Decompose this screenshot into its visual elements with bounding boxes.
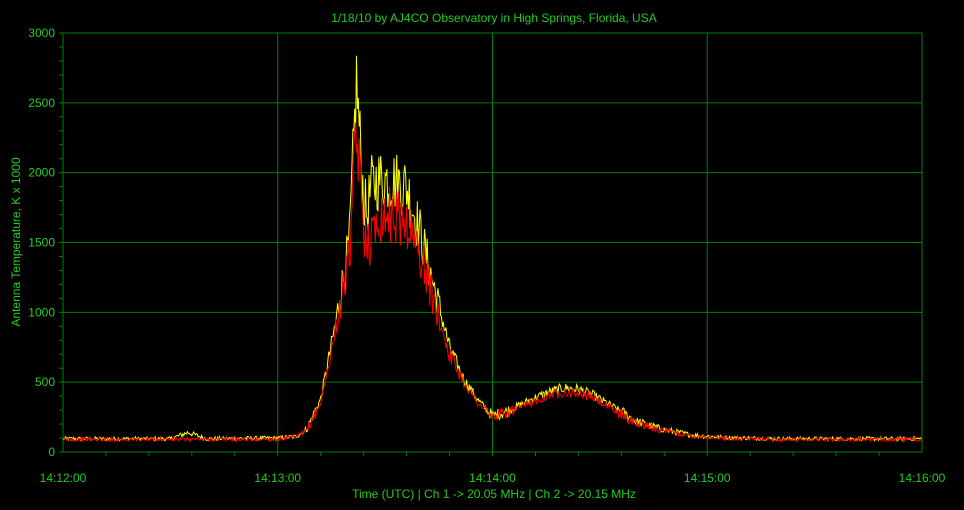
y-tick-label: 1500 [28,236,55,250]
x-tick-label: 14:12:00 [40,471,87,485]
x-tick-label: 14:13:00 [254,471,301,485]
y-tick-label: 0 [48,445,55,459]
plot-frame [62,32,923,453]
series-line-1 [62,55,923,443]
x-axis-label: Time (UTC) | Ch 1 -> 20.05 MHz | Ch 2 ->… [352,487,636,501]
chart-title: 1/18/10 by AJ4CO Observatory in High Spr… [331,11,656,25]
series-layer [62,55,923,444]
y-axis-label: Antenna Temperature, K x 1000 [9,157,23,327]
x-tick-labels: 14:12:00 14:13:00 14:14:00 14:15:00 14:16:00 [40,471,946,485]
x-tick-label: 14:15:00 [684,471,731,485]
y-tick-label: 2500 [28,96,55,110]
x-tick-label: 14:14:00 [469,471,516,485]
y-tick-label: 3000 [28,26,55,40]
y-tick-label: 2000 [28,166,55,180]
minor-ticks [59,32,880,456]
series-line-2 [62,122,923,444]
y-tick-label: 500 [35,375,55,389]
y-tick-label: 1000 [28,305,55,319]
y-tick-labels: 0 500 1000 1500 2000 2500 3000 [28,26,55,459]
x-tick-label: 14:16:00 [899,471,946,485]
